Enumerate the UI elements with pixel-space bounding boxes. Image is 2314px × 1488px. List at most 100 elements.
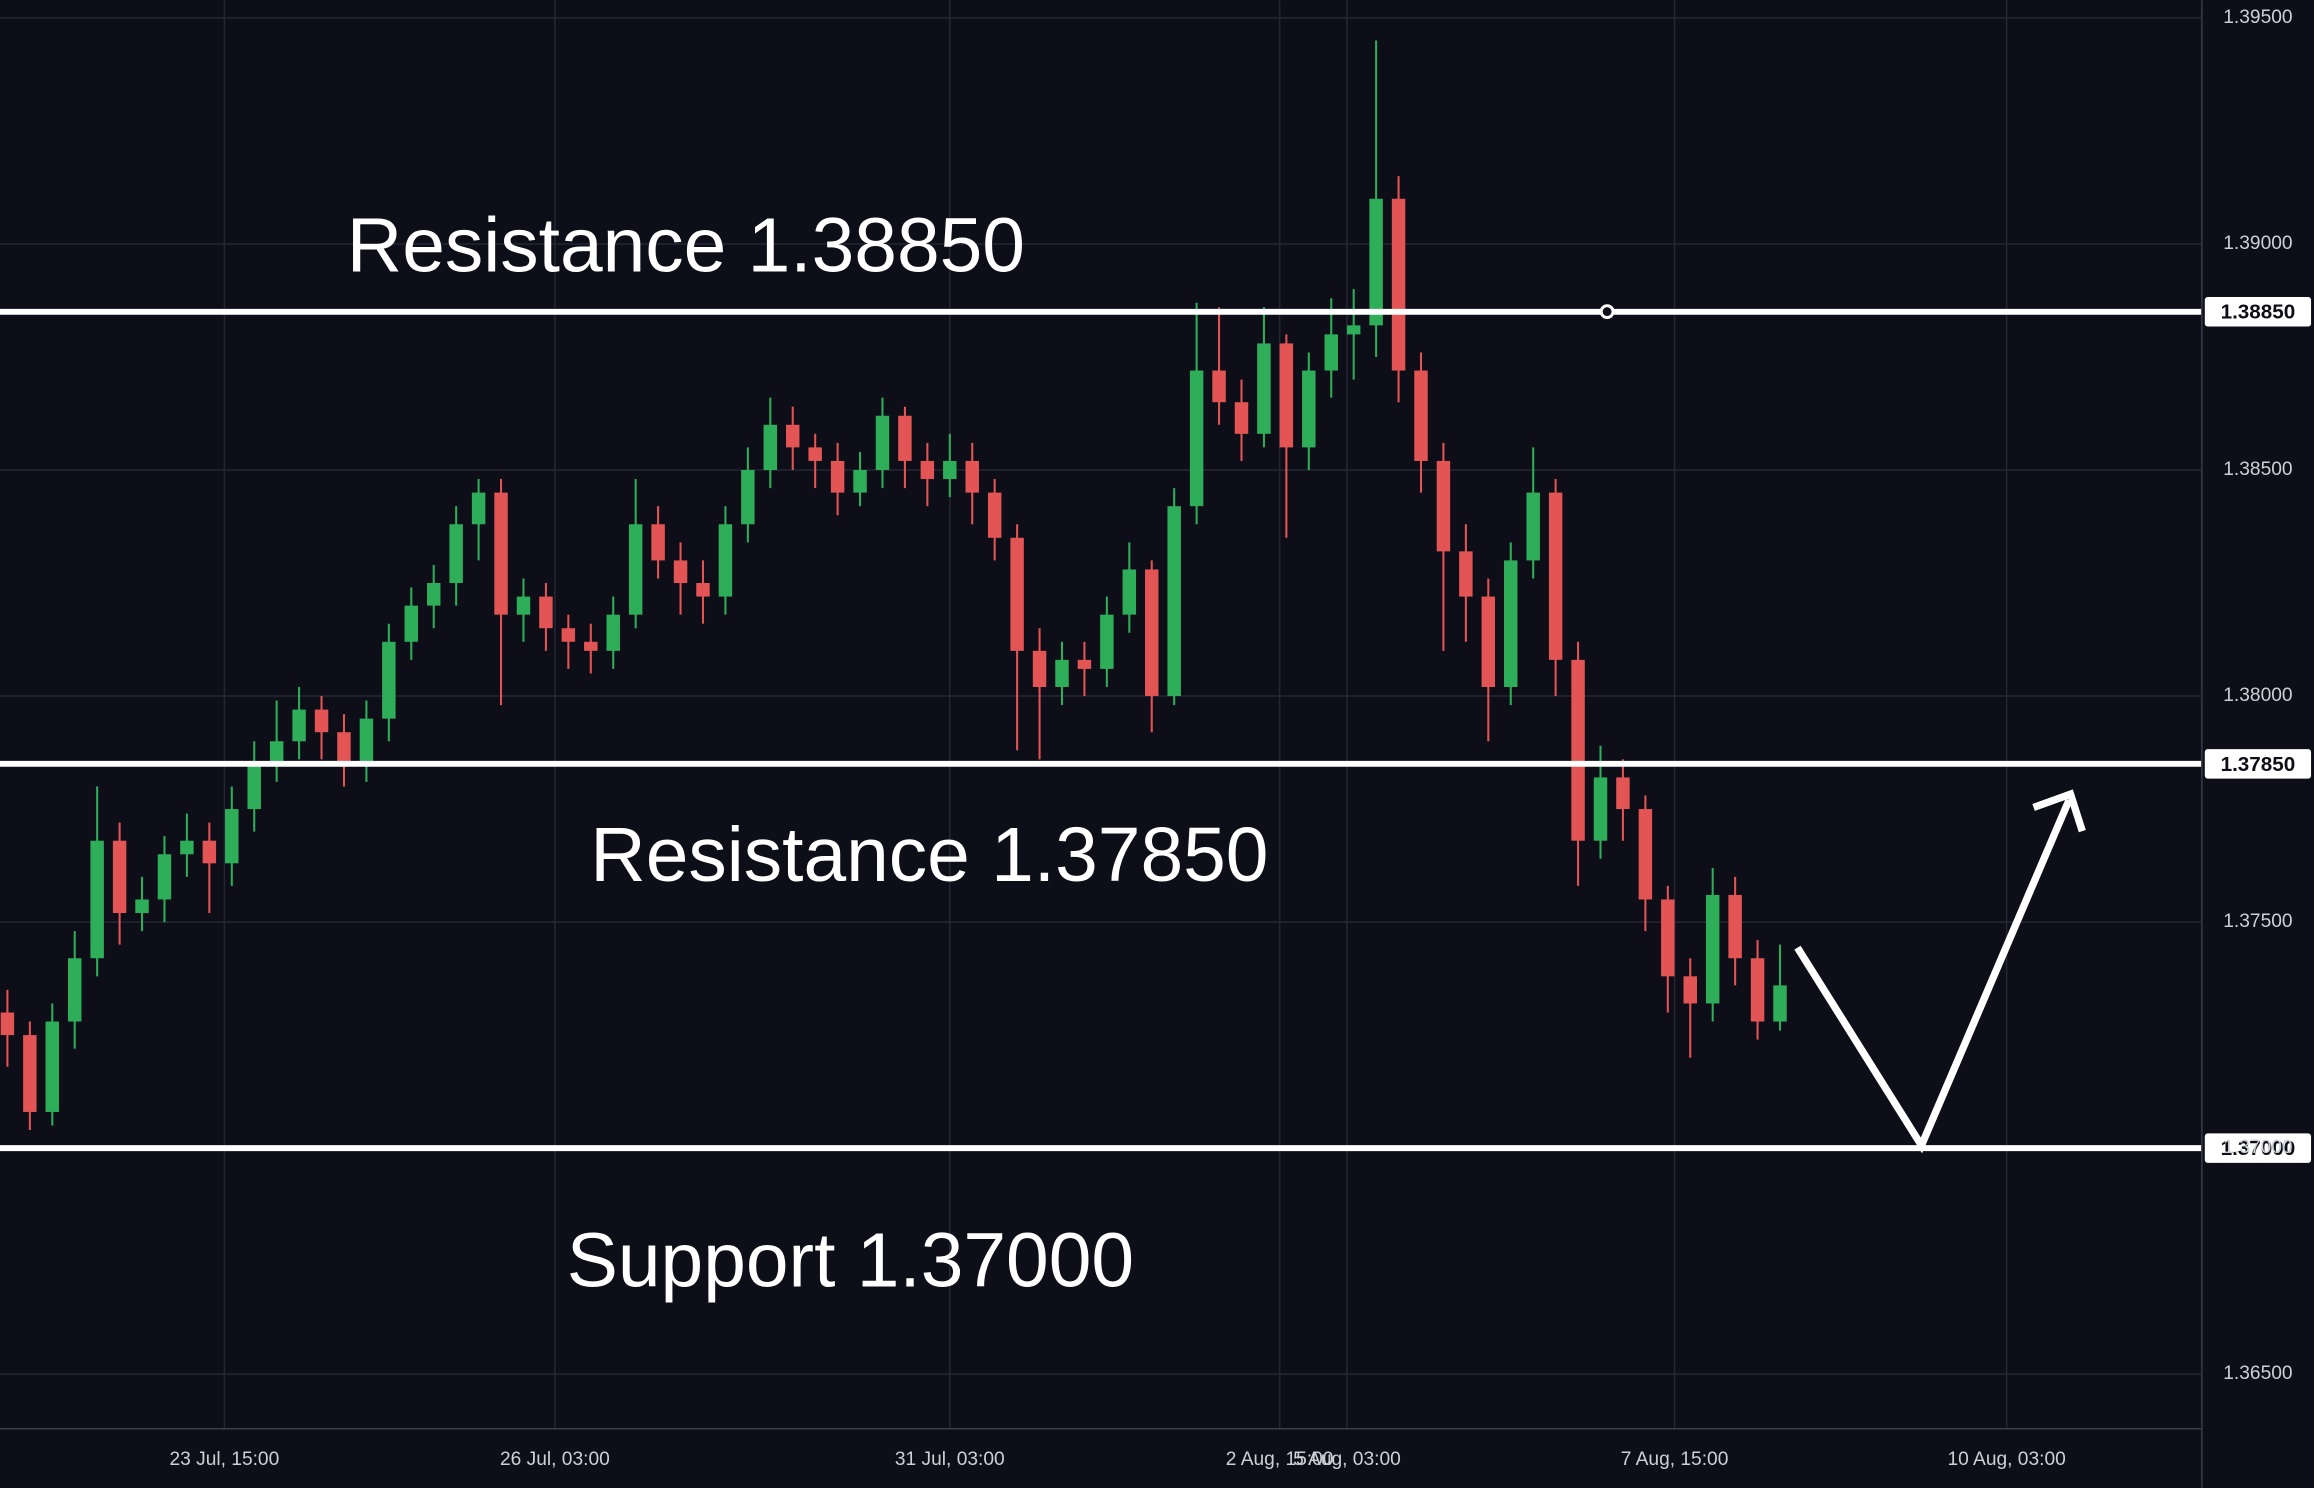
candle-body	[45, 1021, 60, 1112]
candle-body	[1548, 492, 1563, 660]
candle-body	[1459, 551, 1473, 597]
annotation: Resistance 1.37850	[590, 813, 1268, 898]
line-handle	[1599, 304, 1615, 319]
candle-body	[1369, 198, 1383, 326]
candle-body	[561, 628, 576, 642]
candle-body	[1346, 325, 1361, 335]
candle-body	[987, 492, 1002, 538]
candle-body	[920, 460, 935, 480]
candle-body	[628, 524, 643, 615]
candle-body	[1077, 659, 1092, 669]
candle-body	[382, 641, 396, 719]
candle-body	[1257, 343, 1271, 434]
candle-body	[337, 732, 351, 764]
candle-body	[1100, 614, 1114, 669]
x-tick-label: 5 Aug, 03:00	[1293, 1449, 1401, 1470]
annotation: Resistance 1.38850	[347, 203, 1025, 288]
y-tick-label: 1.37000	[2223, 1137, 2292, 1158]
candle-body	[426, 583, 441, 606]
candle-body	[471, 492, 486, 525]
candle-body	[180, 840, 194, 855]
y-tick-label: 1.38000	[2223, 685, 2292, 706]
candle-body	[202, 840, 217, 864]
candle-body	[292, 709, 306, 742]
x-tick-label: 7 Aug, 15:00	[1621, 1449, 1729, 1470]
candle-body	[718, 524, 733, 597]
level-tag-label: 1.37000	[2221, 1137, 2296, 1160]
candle-body	[1504, 560, 1518, 687]
candle-body	[1705, 894, 1720, 1004]
candle-body	[898, 415, 912, 461]
candle-body	[67, 958, 82, 1022]
candle-body	[1391, 198, 1406, 371]
candle-body	[741, 469, 755, 525]
candle-body	[943, 460, 957, 480]
candle-body	[269, 741, 284, 764]
x-tick-label: 23 Jul, 15:00	[169, 1449, 279, 1470]
candle-body	[1010, 537, 1024, 651]
candle-body	[673, 560, 688, 584]
candle-body	[135, 899, 149, 914]
candle-body	[1750, 958, 1765, 1022]
candle-body	[965, 460, 979, 493]
candle-body	[1122, 569, 1137, 615]
candle-body	[1436, 460, 1451, 552]
level-tag	[2204, 297, 2312, 327]
candles	[0, 40, 1787, 1131]
candle-body	[1234, 402, 1249, 434]
candle-body	[1167, 506, 1181, 697]
candle-body	[584, 641, 598, 651]
candle-body	[1481, 596, 1496, 687]
y-tick-label: 1.39500	[2223, 7, 2292, 28]
candle-body	[853, 469, 867, 493]
y-tick-label: 1.36500	[2223, 1363, 2292, 1384]
candle-body	[606, 614, 620, 651]
candle-body	[1189, 370, 1204, 507]
axes: 1.36500 1.37000 1.37500 1.38000 1.38500 1.390…	[169, 7, 2292, 1470]
candle-body	[1055, 659, 1069, 687]
candle-body	[90, 840, 104, 959]
y-tick-label: 1.38500	[2223, 459, 2292, 480]
candle-body	[1526, 492, 1540, 561]
candle-body	[1683, 976, 1697, 1004]
candle-body	[1279, 343, 1294, 448]
x-tick-label: 26 Jul, 03:00	[500, 1449, 610, 1470]
x-tick-label: 2 Aug, 15:00	[1226, 1449, 1334, 1470]
candle-body	[247, 763, 261, 810]
level-tag	[2204, 749, 2312, 779]
candle-body	[0, 1012, 15, 1036]
candle-body	[1593, 777, 1608, 841]
candle-body	[763, 424, 778, 470]
x-tick-label: 31 Jul, 03:00	[895, 1449, 1005, 1470]
candle-body	[157, 854, 172, 900]
candle-body	[1638, 809, 1653, 900]
candle-body	[1212, 370, 1226, 403]
candle-body	[875, 415, 890, 470]
candle-body	[1032, 650, 1047, 687]
y-tick-label: 1.39000	[2223, 233, 2292, 254]
level-tag-label: 1.37850	[2221, 753, 2296, 776]
candle-body	[359, 718, 374, 764]
candle-body	[830, 460, 845, 493]
candle-body	[808, 447, 822, 461]
candle-body	[225, 809, 239, 864]
levels: 1.38850 1.37850 1.37000	[0, 297, 2312, 1163]
candle-body	[696, 583, 710, 597]
candle-body	[23, 1035, 37, 1112]
candle-body	[786, 424, 800, 448]
candle-body	[1145, 569, 1159, 697]
candle-body	[404, 605, 419, 642]
annotation: Support 1.37000	[567, 1219, 1134, 1304]
candle-body	[314, 709, 329, 733]
candle-body	[539, 596, 553, 629]
candle-body	[1773, 985, 1787, 1022]
y-tick-label: 1.37500	[2223, 911, 2292, 932]
candle-body	[449, 524, 463, 584]
level-tag	[2204, 1133, 2312, 1163]
projection-arrow	[1794, 798, 2073, 1154]
candle-body	[1728, 894, 1742, 959]
candle-body	[651, 524, 665, 561]
